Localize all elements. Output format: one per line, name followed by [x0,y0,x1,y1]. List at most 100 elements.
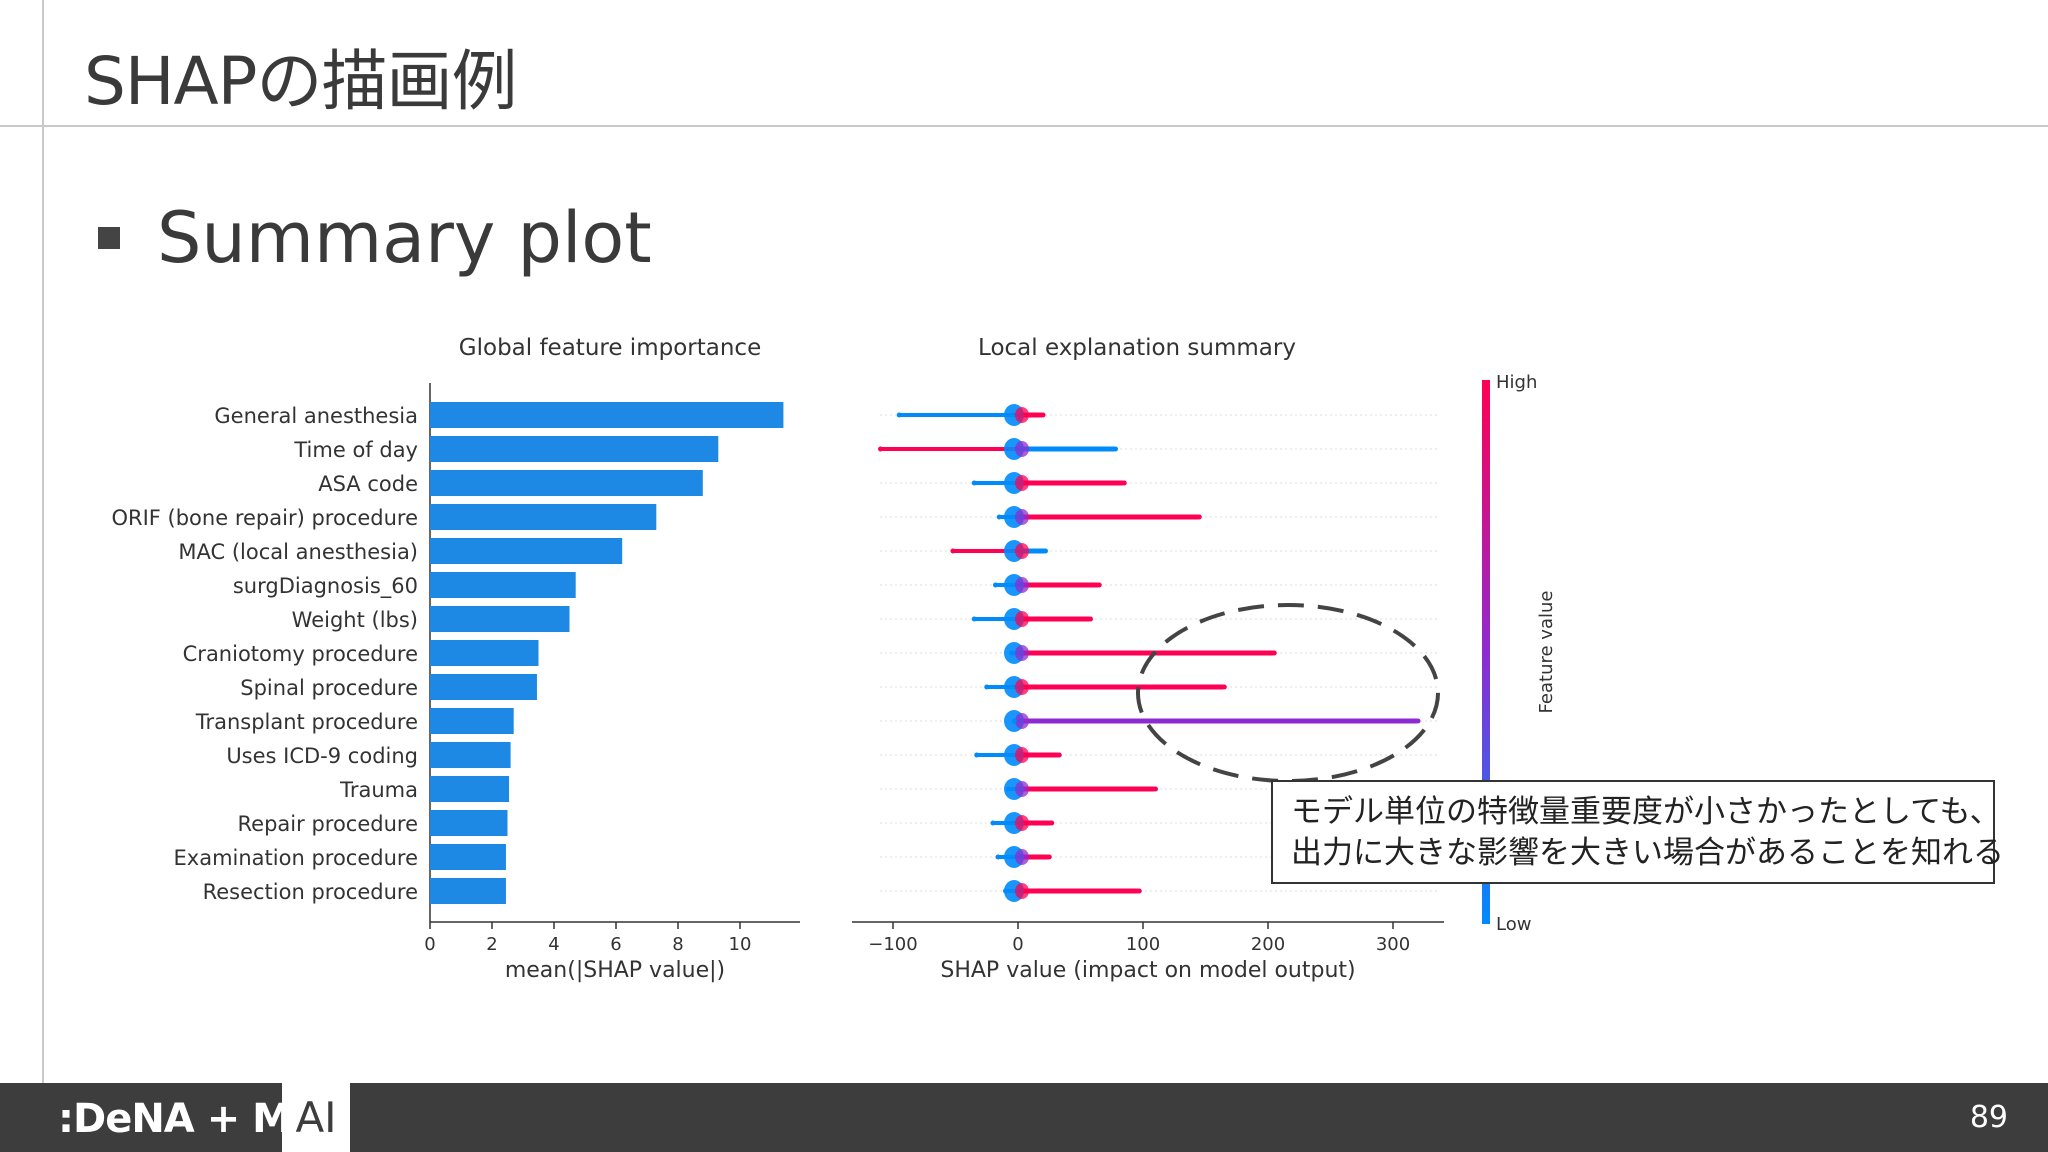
bar-label-12: Repair procedure [238,812,418,836]
bar-4 [430,538,623,564]
bee-outlier-13 [1046,854,1052,860]
colorbar-title: Feature value [1536,591,1557,714]
bee-tick-label-4: 300 [1376,934,1410,955]
colorbar-low-label: Low [1496,914,1531,935]
colorbar-gradient [1482,380,1490,924]
bee-pos-spread-14 [1018,888,1140,894]
title-divider [0,125,2048,127]
bar-label-3: ORIF (bone repair) procedure [111,506,418,530]
bee-cluster-hi-3 [1015,509,1029,525]
bee-outlier-9 [1415,718,1421,724]
bee-neg-spread-1 [880,447,1018,451]
bee-pos-spread-11 [1018,786,1156,792]
bee-outlier-11 [1153,786,1158,792]
bee-pos-spread-1 [1018,446,1116,452]
bee-outlier-2 [1121,480,1127,486]
bar-tick-label-4: 8 [672,934,683,955]
bee-outlier-neg-13 [995,854,1001,860]
bee-outlier-neg-3 [996,514,1002,520]
bee-pos-spread-5 [1018,582,1100,588]
bar-tick-label-3: 6 [610,934,621,955]
bar-label-2: ASA code [318,472,418,496]
bee-outlier-neg-8 [984,684,990,690]
bar-tick-label-1: 2 [486,934,497,955]
bee-tick-label-1: 0 [1012,934,1023,955]
bee-cluster-hi-8 [1015,679,1029,695]
bee-cluster-hi-10 [1015,747,1029,763]
page-number: 89 [1969,1100,2008,1135]
bar-9 [430,708,514,734]
bar-label-6: Weight (lbs) [292,608,418,632]
bee-pos-spread-9 [1018,718,1418,724]
bee-pos-spread-8 [1018,684,1225,690]
bee-outlier-neg-1 [878,446,883,452]
bar-7 [430,640,539,666]
bee-cluster-hi-4 [1015,543,1029,559]
bee-cluster-hi-9 [1015,713,1029,729]
bar-11 [430,776,510,802]
left-divider [42,0,44,1083]
annotation-callout: モデル単位の特徴量重要度が小さかったとしても、 出力に大きな影響を大きい場合があ… [1271,780,2004,884]
bee-outlier-neg-5 [993,582,998,588]
bee-outlier-neg-2 [971,480,977,486]
bar-label-9: Transplant procedure [195,710,418,734]
bar-label-5: surgDiagnosis_60 [233,574,418,599]
bar-6 [430,606,570,632]
bee-outlier-neg-11 [1005,786,1011,792]
bee-cluster-hi-6 [1015,611,1029,627]
bee-outlier-neg-0 [896,412,902,418]
bee-cluster-hi-11 [1015,781,1029,797]
bee-cluster-hi-0 [1015,407,1029,423]
ai-badge: AI [282,1083,350,1152]
bee-outlier-neg-14 [1003,888,1008,894]
beeswarm-title: Local explanation summary [978,335,1296,361]
bar-label-8: Spinal procedure [240,676,418,700]
bar-1 [430,436,719,462]
bee-outlier-1 [1113,446,1118,452]
bee-outlier-12 [1049,820,1055,826]
bee-cluster-hi-14 [1015,883,1029,899]
bee-outlier-5 [1096,582,1102,588]
bee-tick-label-0: −100 [868,934,917,955]
bullet-square-icon [98,227,120,249]
bee-neg-spread-4 [953,549,1018,553]
bar-8 [430,674,537,700]
bee-outlier-7 [1271,650,1277,656]
bar-tick-label-2: 4 [548,934,559,955]
bee-cluster-hi-5 [1015,577,1029,593]
bee-cluster-hi-12 [1015,815,1029,831]
bee-outlier-neg-7 [1009,650,1015,656]
bar-12 [430,810,508,836]
colorbar-high-label: High [1496,372,1537,393]
highlight-ellipse [1136,603,1440,783]
bee-cluster-hi-1 [1015,441,1029,457]
feature-value-colorbar: High Low Feature value [1482,372,1557,935]
bee-cluster-hi-2 [1015,475,1029,491]
bar-label-14: Resection procedure [203,880,418,904]
bee-outlier-neg-12 [990,820,996,826]
bar-x-label: mean(|SHAP value|) [505,958,725,983]
bee-pos-spread-7 [1018,650,1275,656]
bullet-item: Summary plot [98,197,652,279]
callout-line-1: モデル単位の特徴量重要度が小さかったとしても、 [1291,794,2001,830]
bee-outlier-3 [1196,514,1202,520]
bee-outlier-neg-10 [974,752,980,758]
bee-outlier-8 [1221,684,1227,690]
slide-title: SHAPの描画例 [84,43,517,120]
bee-neg-spread-0 [899,413,1018,417]
bee-tick-label-2: 100 [1126,934,1160,955]
bee-pos-spread-6 [1018,616,1091,622]
bar-label-4: MAC (local anesthesia) [178,540,418,564]
bar-label-1: Time of day [293,438,418,462]
bee-outlier-4 [1043,548,1048,554]
bar-13 [430,844,506,870]
bee-pos-spread-2 [1018,480,1125,486]
bee-tick-label-3: 200 [1251,934,1285,955]
bar-label-7: Craniotomy procedure [183,642,418,666]
bar-label-10: Uses ICD-9 coding [226,744,418,768]
bar-10 [430,742,511,768]
bar-tick-label-5: 10 [729,934,752,955]
bar-label-13: Examination procedure [174,846,418,870]
bee-outlier-14 [1136,888,1142,894]
